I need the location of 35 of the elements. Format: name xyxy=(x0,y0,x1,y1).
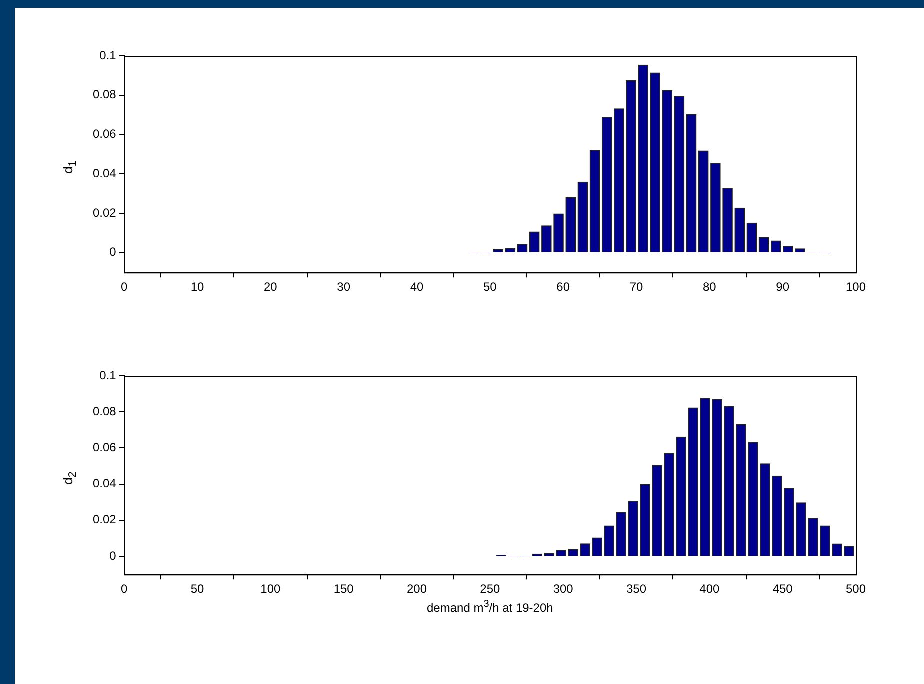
x-tick-label: 200 xyxy=(407,582,428,596)
x-tick-label: 60 xyxy=(556,280,570,294)
x-tick-label: 450 xyxy=(772,582,794,596)
x-tick-label: 0 xyxy=(121,280,128,294)
y-tick-label: 0.1 xyxy=(100,48,117,62)
x-tick-label: 20 xyxy=(264,280,278,294)
x-tick-label: 10 xyxy=(190,280,205,294)
y-tick-label: 0 xyxy=(110,245,117,260)
x-axis-title: demand m$^{3}$/h at 19-20h xyxy=(427,598,554,615)
x-tick-label: 300 xyxy=(553,582,574,596)
x-tick-label: 400 xyxy=(700,582,720,596)
y-tick-label: 0.02 xyxy=(92,512,117,527)
x-tick-label: 0 xyxy=(121,582,128,596)
y-tick-label: 0.06 xyxy=(92,440,117,455)
y-tick-label: 0.06 xyxy=(92,127,117,142)
x-tick-label: 50 xyxy=(190,582,205,596)
y-tick-label: 0 xyxy=(110,548,117,563)
x-tick-label: 90 xyxy=(776,280,790,294)
y-tick-label: 0.08 xyxy=(92,404,117,418)
x-tick-label: 250 xyxy=(480,582,501,596)
x-tick-label: 70 xyxy=(630,280,644,294)
x-tick-label: 40 xyxy=(410,280,424,294)
y-tick-label: 0.08 xyxy=(92,88,117,102)
y-tick-label: 0.02 xyxy=(92,206,117,220)
x-tick-label: 80 xyxy=(702,280,717,294)
x-tick-label: 500 xyxy=(846,582,866,596)
x-tick-label: 150 xyxy=(334,582,354,596)
x-tick-label: 350 xyxy=(626,582,647,596)
x-tick-label: 100 xyxy=(260,582,282,596)
x-tick-label: 100 xyxy=(846,280,866,294)
x-tick-label: 50 xyxy=(484,280,498,294)
y-tick-label: 0.04 xyxy=(92,476,117,491)
y-tick-label: 0.1 xyxy=(100,368,117,382)
y-tick-label: 0.04 xyxy=(92,166,117,180)
x-tick-label: 30 xyxy=(337,280,351,294)
